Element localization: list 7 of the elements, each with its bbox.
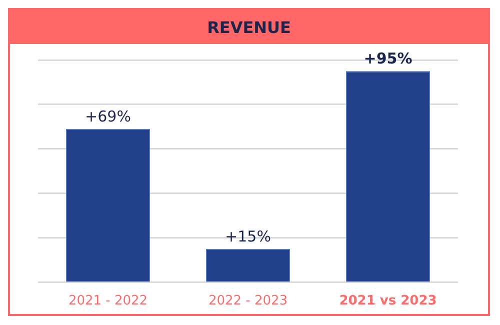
x-tick-label: 2021 - 2022 [68,294,148,309]
chart-title: REVENUE [10,10,488,44]
data-label: +69% [85,107,131,126]
x-tick-label: 2022 - 2023 [208,294,288,309]
x-tick-label: 2021 vs 2023 [339,294,437,309]
data-label: +15% [225,227,271,246]
data-label: +95% [364,50,412,68]
